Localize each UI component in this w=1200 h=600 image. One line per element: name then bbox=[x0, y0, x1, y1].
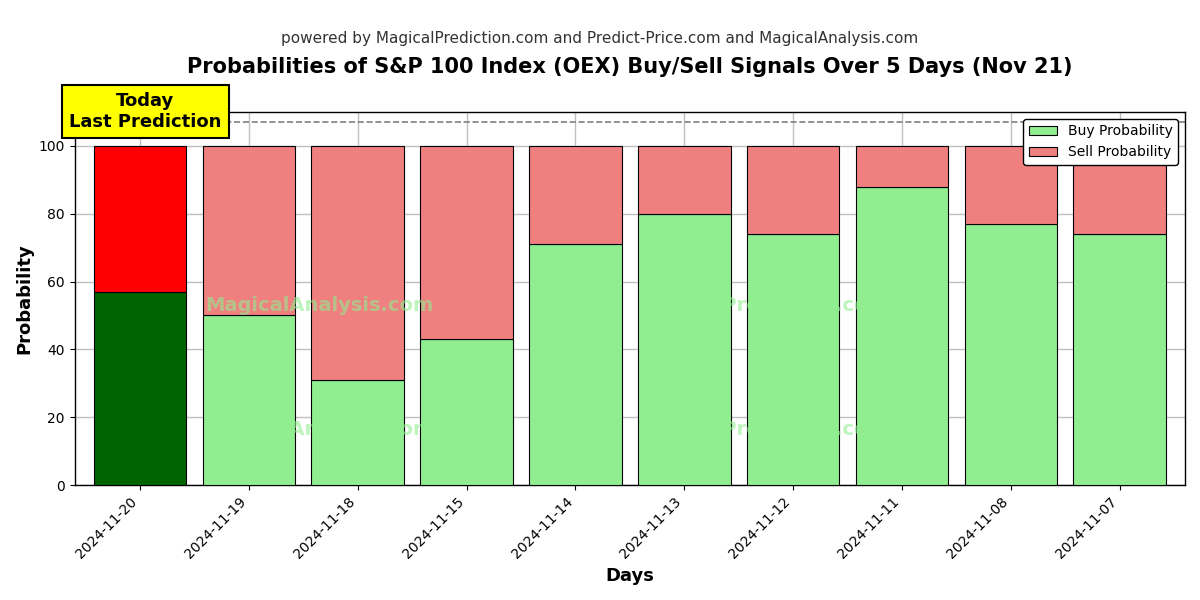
Bar bbox=[965, 224, 1057, 485]
Bar bbox=[203, 316, 295, 485]
Bar bbox=[529, 146, 622, 244]
Bar bbox=[420, 339, 512, 485]
Bar bbox=[1074, 234, 1166, 485]
Bar bbox=[965, 146, 1057, 224]
Bar bbox=[94, 146, 186, 292]
Title: Probabilities of S&P 100 Index (OEX) Buy/Sell Signals Over 5 Days (Nov 21): Probabilities of S&P 100 Index (OEX) Buy… bbox=[187, 57, 1073, 77]
Bar bbox=[1074, 146, 1166, 234]
Text: MagicalAnalysis.com: MagicalAnalysis.com bbox=[205, 296, 433, 316]
Y-axis label: Probability: Probability bbox=[16, 243, 34, 354]
Text: Today
Last Prediction: Today Last Prediction bbox=[70, 92, 222, 131]
Bar bbox=[312, 380, 404, 485]
X-axis label: Days: Days bbox=[605, 567, 654, 585]
Bar bbox=[638, 146, 731, 214]
Bar bbox=[746, 146, 839, 234]
Bar bbox=[856, 146, 948, 187]
Bar bbox=[746, 234, 839, 485]
Text: MagicalPrediction.com: MagicalPrediction.com bbox=[638, 296, 888, 316]
Legend: Buy Probability, Sell Probability: Buy Probability, Sell Probability bbox=[1024, 119, 1178, 165]
Text: MagicalAnalysis.com: MagicalAnalysis.com bbox=[205, 419, 433, 439]
Text: MagicalPrediction.com: MagicalPrediction.com bbox=[638, 419, 888, 439]
Bar bbox=[856, 187, 948, 485]
Bar bbox=[420, 146, 512, 339]
Bar bbox=[203, 146, 295, 316]
Bar bbox=[529, 244, 622, 485]
Text: powered by MagicalPrediction.com and Predict-Price.com and MagicalAnalysis.com: powered by MagicalPrediction.com and Pre… bbox=[281, 31, 919, 46]
Bar bbox=[312, 146, 404, 380]
Bar bbox=[94, 292, 186, 485]
Bar bbox=[638, 214, 731, 485]
